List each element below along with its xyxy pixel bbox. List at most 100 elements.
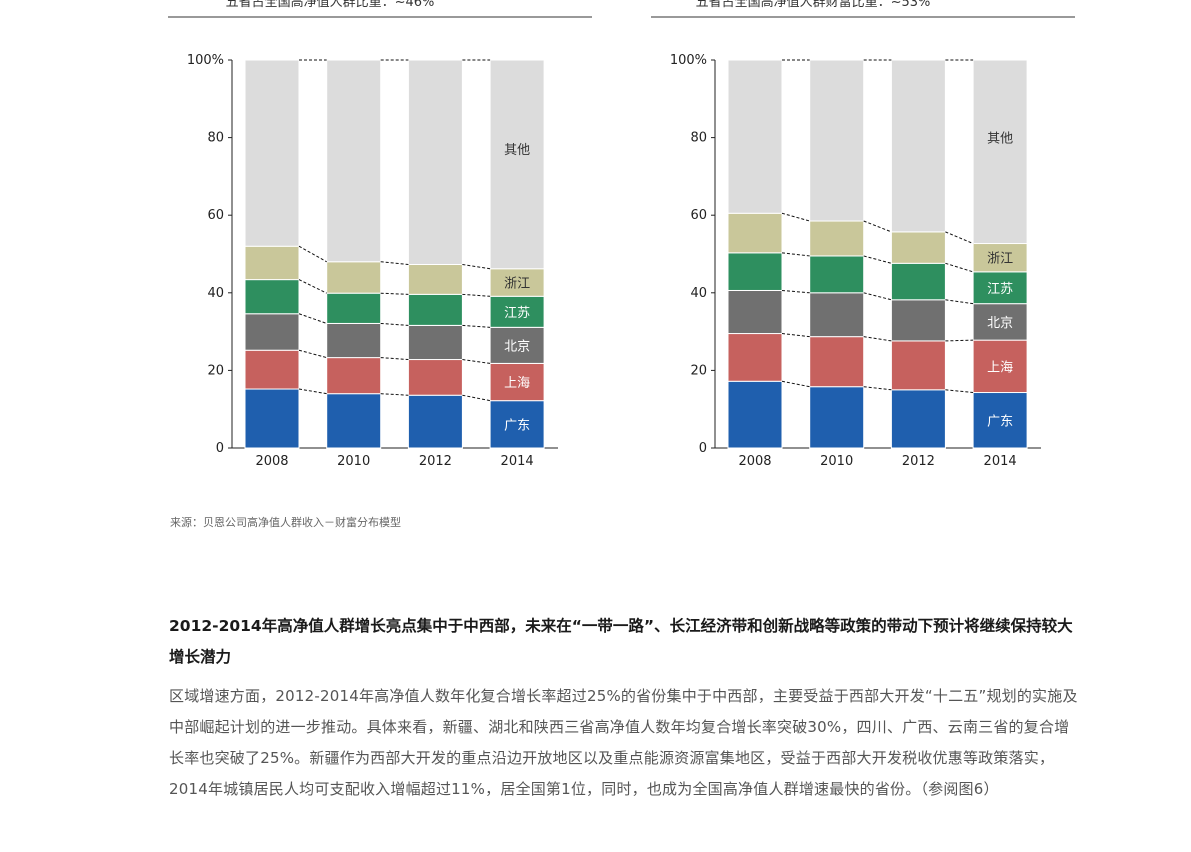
connector-line [781, 252, 810, 257]
bar-segment-2008-北京 [244, 313, 300, 351]
bar-segment-2014-江苏 [489, 295, 545, 328]
bar-segment-2012-其他 [407, 59, 463, 265]
y-tick-label: 100% [670, 53, 707, 68]
segment-label-江苏: 江苏 [504, 305, 530, 321]
bar-segment-2014-江苏 [972, 271, 1028, 305]
bar-segment-2012-北京 [407, 324, 463, 361]
y-tick-label: 0 [216, 441, 224, 456]
x-tick-label: 2008 [738, 454, 771, 469]
bar-segment-2012-广东 [407, 394, 463, 449]
chart-population-share: 五省占全国高净值人群比重：~46% 0 20 40 60 80 100% 2008 2010 20… [168, 0, 592, 469]
connector-line [863, 386, 892, 391]
bar-segment-2008-上海 [727, 333, 783, 382]
bar-segment-2010-江苏 [809, 255, 865, 294]
bar-segment-2008-其他 [727, 59, 783, 214]
segment-label-浙江: 浙江 [987, 252, 1013, 267]
connector-line [380, 357, 409, 361]
bar-segment-2010-浙江 [809, 220, 865, 257]
connector-line [298, 388, 327, 395]
connector-line [462, 394, 491, 402]
y-tick-label: 20 [690, 363, 707, 378]
connector-line [781, 289, 810, 294]
connector-line [298, 349, 327, 359]
bar-segment-2012-上海 [407, 359, 463, 396]
chart-wealth-share: 五省占全国高净值人群财富比重：~53% 0 20 40 60 80 100% 2008 2010… [651, 0, 1075, 469]
connector-line [781, 212, 810, 222]
segment-label-上海: 上海 [504, 376, 530, 391]
connector-line [945, 299, 974, 305]
segment-label-广东: 广东 [987, 414, 1013, 429]
bar-segment-2010-北京 [326, 322, 382, 359]
connector-line [863, 220, 892, 233]
connector-line [945, 339, 974, 342]
bar-segment-2008-北京 [727, 289, 783, 335]
connector-line [380, 322, 409, 326]
bar-segment-2012-浙江 [407, 263, 463, 295]
bar-segment-2014-上海 [972, 339, 1028, 394]
bar-segment-2014-广东 [489, 400, 545, 449]
y-tick-label: 0 [699, 441, 707, 456]
bar-segment-2010-浙江 [326, 261, 382, 294]
y-tick-label: 60 [690, 208, 707, 223]
connector-line [863, 336, 892, 342]
body-paragraph: 区域增速方面，2012-2014年高净值人数年化复合增长率超过25%的省份集中于… [169, 687, 1078, 798]
bar-segment-2010-其他 [326, 59, 382, 263]
segment-label-北京: 北京 [987, 316, 1013, 331]
y-tick-label: 40 [690, 286, 707, 301]
connector-line [863, 255, 892, 264]
connector-line [945, 262, 974, 273]
connector-line [298, 279, 327, 294]
bar-segment-2012-广东 [890, 389, 946, 449]
connector-line [298, 313, 327, 324]
bar-segment-2010-广东 [326, 393, 382, 449]
segment-label-其他: 其他 [504, 143, 530, 158]
section-heading: 2012-2014年高净值人群增长亮点集中于中西部，未来在“一带一路”、长江经济… [169, 617, 1073, 666]
segment-label-上海: 上海 [987, 360, 1013, 375]
y-tick-label: 80 [207, 131, 224, 146]
x-tick-label: 2012 [902, 454, 935, 469]
bar-segment-2008-广东 [244, 388, 300, 449]
x-tick-label: 2010 [337, 454, 370, 469]
bar-segment-2012-上海 [890, 340, 946, 391]
bar-segment-2012-其他 [890, 59, 946, 233]
source-note: 来源：贝恩公司高净值人群收入－财富分布模型 [170, 516, 401, 529]
segment-label-浙江: 浙江 [504, 277, 530, 292]
connector-line [298, 245, 327, 263]
bar-segment-2014-其他 [489, 59, 545, 270]
segment-label-北京: 北京 [504, 339, 530, 354]
bar-segment-2008-上海 [244, 349, 300, 390]
x-tick-label: 2012 [419, 454, 452, 469]
bar-segment-2010-江苏 [326, 292, 382, 324]
connector-line [462, 324, 491, 328]
segment-label-广东: 广东 [504, 418, 530, 433]
connector-line [462, 293, 491, 297]
connector-line [380, 292, 409, 295]
bar-segment-2008-江苏 [244, 279, 300, 315]
chart-title: 五省占全国高净值人群财富比重：~53% [696, 0, 931, 10]
y-tick-label: 60 [207, 208, 224, 223]
connector-line [863, 292, 892, 301]
bar-segment-2008-浙江 [244, 245, 300, 281]
bar-segment-2014-上海 [489, 362, 545, 402]
connector-line [380, 261, 409, 265]
y-tick-label: 20 [207, 363, 224, 378]
segment-label-其他: 其他 [987, 132, 1013, 147]
bar-segment-2012-江苏 [890, 262, 946, 301]
connector-line [462, 263, 491, 270]
bar-segment-2010-上海 [326, 357, 382, 395]
bar-segment-2012-北京 [890, 299, 946, 342]
bar-segment-2008-江苏 [727, 252, 783, 291]
connector-line [945, 389, 974, 394]
bar-segment-2010-北京 [809, 292, 865, 338]
bar-segment-2014-其他 [972, 59, 1028, 245]
bar-segment-2014-浙江 [972, 243, 1028, 273]
bar-segment-2008-浙江 [727, 212, 783, 254]
y-tick-label: 40 [207, 286, 224, 301]
connector-line [945, 231, 974, 244]
bar-segment-2014-广东 [972, 392, 1028, 449]
chart-title: 五省占全国高净值人群比重：~46% [226, 0, 435, 10]
bar-segment-2012-浙江 [890, 231, 946, 264]
bar-segment-2010-广东 [809, 386, 865, 449]
x-tick-label: 2014 [984, 454, 1017, 469]
connector-line [462, 359, 491, 364]
